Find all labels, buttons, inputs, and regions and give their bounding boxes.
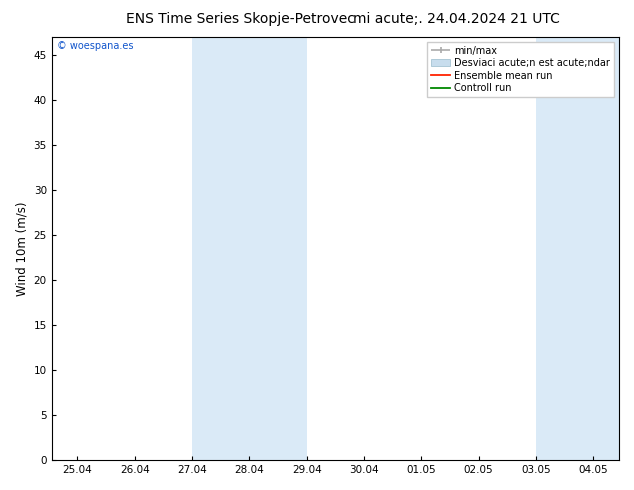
Y-axis label: Wind 10m (m/s): Wind 10m (m/s) xyxy=(15,201,28,296)
Text: © woespana.es: © woespana.es xyxy=(57,41,134,51)
Legend: min/max, Desviaci acute;n est acute;ndar, Ensemble mean run, Controll run: min/max, Desviaci acute;n est acute;ndar… xyxy=(427,42,614,97)
Text: mi acute;. 24.04.2024 21 UTC: mi acute;. 24.04.2024 21 UTC xyxy=(353,12,560,26)
Bar xyxy=(192,37,307,460)
Text: ENS Time Series Skopje-Petrovec: ENS Time Series Skopje-Petrovec xyxy=(126,12,356,26)
Bar xyxy=(536,37,622,460)
